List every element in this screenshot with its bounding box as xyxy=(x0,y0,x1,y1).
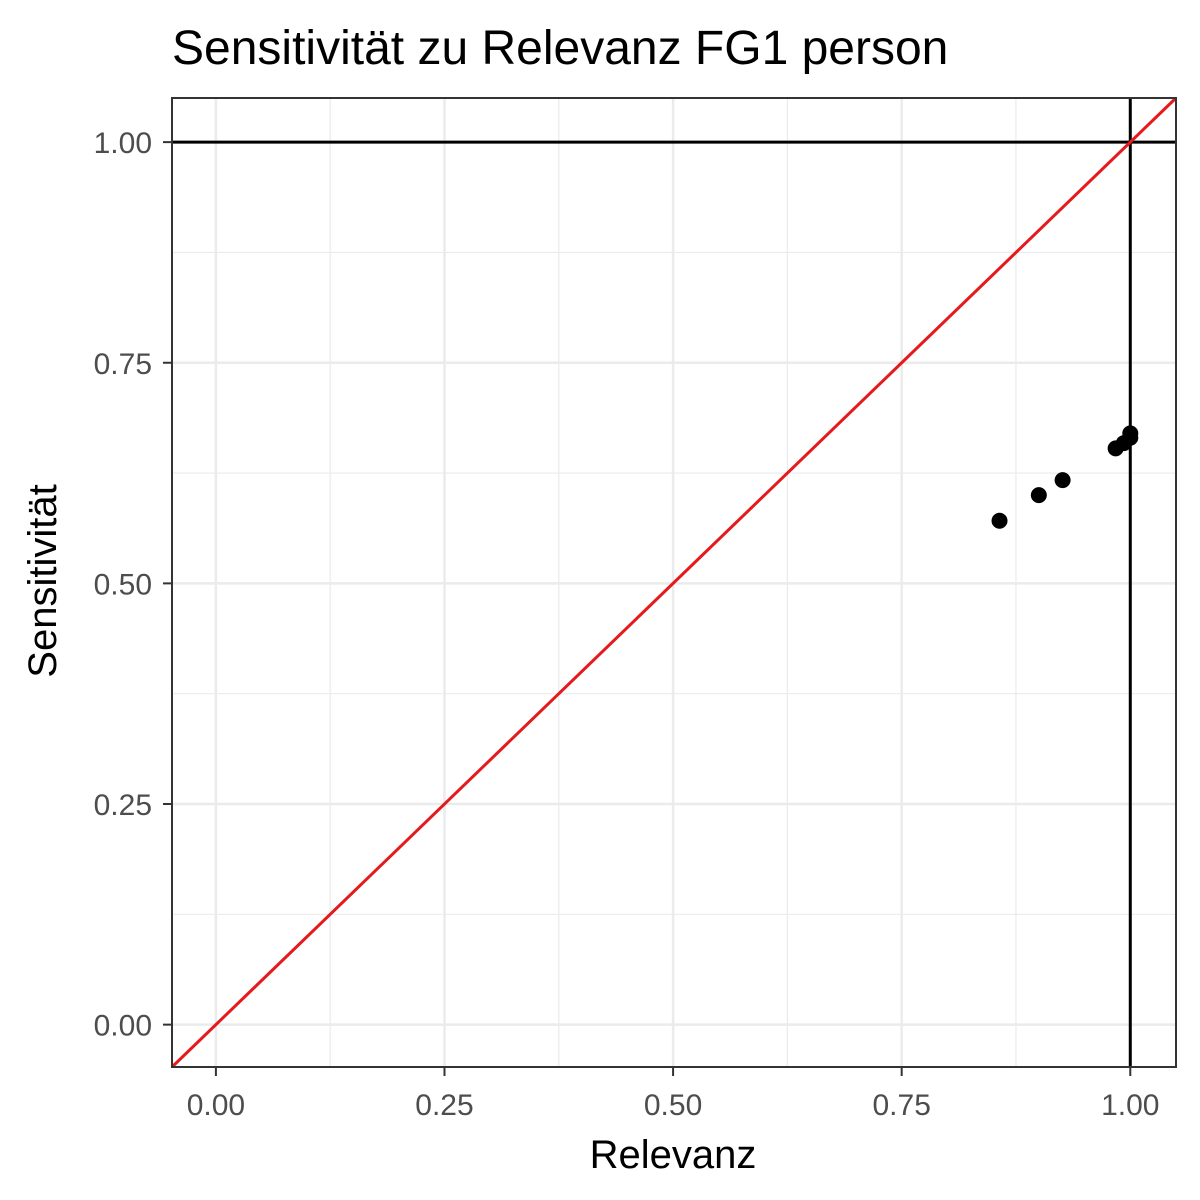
x-tick-label: 0.75 xyxy=(872,1089,930,1122)
y-tick-label: 1.00 xyxy=(94,127,152,160)
y-tick-label: 0.00 xyxy=(94,1010,152,1043)
data-point-3 xyxy=(1054,472,1071,489)
y-axis-title: Sensitivität xyxy=(21,484,65,677)
identity-line xyxy=(170,96,1178,1069)
x-axis: 0.00 0.25 0.50 0.75 1.00 xyxy=(187,1067,1159,1122)
x-tick-label: 1.00 xyxy=(1101,1089,1159,1122)
x-tick-label: 0.25 xyxy=(415,1089,473,1122)
y-tick-label: 0.75 xyxy=(94,348,152,381)
y-tick-label: 0.50 xyxy=(94,568,152,601)
chart-title: Sensitivität zu Relevanz FG1 person xyxy=(172,22,948,75)
data-point-1 xyxy=(991,512,1008,529)
x-axis-title: Relevanz xyxy=(590,1133,757,1177)
data-point-2 xyxy=(1030,487,1047,504)
data-points xyxy=(991,425,1139,529)
y-tick-label: 0.25 xyxy=(94,789,152,822)
y-axis: 0.00 0.25 0.50 0.75 1.00 xyxy=(94,127,172,1043)
x-tick-label: 0.50 xyxy=(644,1089,702,1122)
x-tick-label: 0.00 xyxy=(187,1089,245,1122)
reference-lines xyxy=(170,96,1178,1069)
data-point-7 xyxy=(1122,425,1139,442)
